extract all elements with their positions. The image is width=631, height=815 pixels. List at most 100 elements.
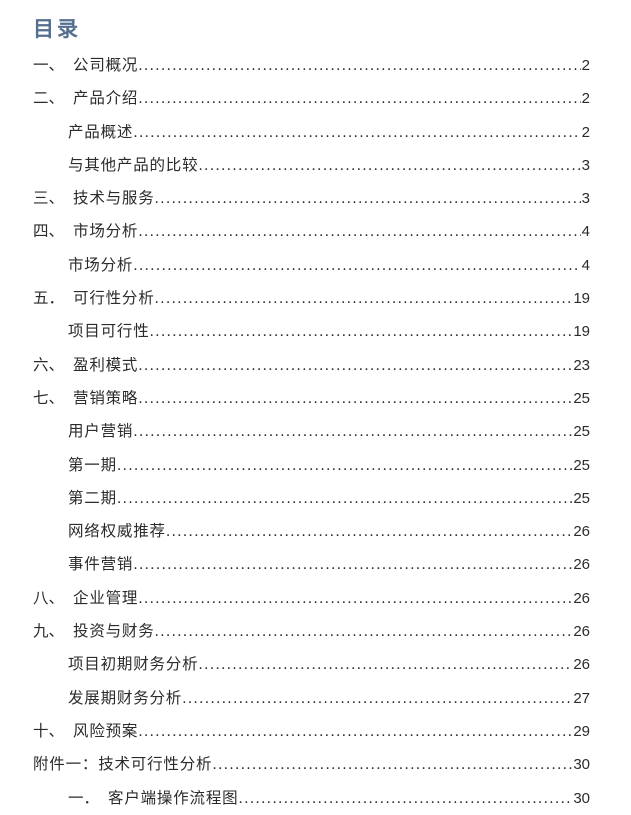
toc-entry-page: 3 xyxy=(581,190,590,208)
toc-entry-page: 25 xyxy=(573,389,590,407)
dot-leader: ........................................… xyxy=(133,424,572,441)
toc-entry[interactable]: 第二期 ....................................… xyxy=(33,482,590,515)
toc-entry-page: 25 xyxy=(573,456,590,474)
toc-entry[interactable]: 第一期 ....................................… xyxy=(33,449,590,482)
toc-entry-page: 29 xyxy=(573,722,590,740)
toc-entry-label: 公司概况 xyxy=(73,56,139,74)
toc-list: 一、 公司概况 ................................… xyxy=(0,49,631,815)
toc-entry-label: 投资与财务 xyxy=(73,622,155,641)
toc-entry-label: 产品概述 xyxy=(68,122,134,141)
toc-entry-page: 19 xyxy=(573,290,590,308)
dot-leader: ........................................… xyxy=(198,157,580,174)
dot-leader: ........................................… xyxy=(138,58,580,74)
toc-entry-number: 一、 xyxy=(33,56,65,74)
toc-entry[interactable]: 六、 盈利模式 ................................… xyxy=(33,349,590,382)
toc-entry-label: 技术与服务 xyxy=(73,189,155,208)
toc-entry[interactable]: 八、 企业管理 ................................… xyxy=(33,582,590,615)
toc-entry[interactable]: 二、 产品介绍 ................................… xyxy=(33,82,590,115)
toc-entry[interactable]: 十、 风险预案 ................................… xyxy=(33,715,590,748)
toc-entry[interactable]: 市场分析 ...................................… xyxy=(33,249,590,282)
toc-entry-label: 营销策略 xyxy=(73,388,139,407)
toc-entry[interactable]: 项目初期财务分析 ...............................… xyxy=(33,648,590,681)
dot-leader: ........................................… xyxy=(116,490,573,507)
toc-entry-number: 三、 xyxy=(33,189,65,208)
toc-entry[interactable]: 产品概述 ...................................… xyxy=(33,116,590,149)
toc-entry-page: 23 xyxy=(573,356,590,374)
toc-entry-number: 四、 xyxy=(33,222,65,241)
toc-entry-page: 26 xyxy=(573,556,590,574)
toc-entry[interactable]: 五． 可行性分析 ...............................… xyxy=(33,282,590,315)
toc-entry-label: 项目可行性 xyxy=(68,322,150,341)
dot-leader: ........................................… xyxy=(138,723,573,740)
dot-leader: ........................................… xyxy=(138,390,573,407)
toc-entry-page: 26 xyxy=(573,623,590,641)
dot-leader: ........................................… xyxy=(138,91,580,108)
toc-entry[interactable]: 附件一：技术可行性分析 ............................… xyxy=(33,748,590,781)
toc-entry[interactable]: 网络权威推荐 .................................… xyxy=(33,515,590,548)
toc-entry-page: 26 xyxy=(573,523,590,541)
dot-leader: ........................................… xyxy=(133,124,580,141)
toc-entry-label: 盈利模式 xyxy=(73,355,139,374)
toc-entry-page: 19 xyxy=(573,323,590,341)
toc-entry-page: 26 xyxy=(573,589,590,607)
toc-entry-number: 八、 xyxy=(33,588,65,607)
toc-entry[interactable]: 与其他产品的比较 ...............................… xyxy=(33,149,590,182)
dot-leader: ........................................… xyxy=(133,557,572,574)
toc-entry[interactable]: 事件营销 ...................................… xyxy=(33,548,590,581)
dot-leader: ........................................… xyxy=(198,657,572,674)
toc-entry[interactable]: 四、 市场分析 ................................… xyxy=(33,215,590,248)
toc-entry-page: 2 xyxy=(581,57,590,74)
dot-leader: ........................................… xyxy=(133,257,580,274)
toc-entry-number: 十、 xyxy=(33,721,65,740)
toc-entry-page: 25 xyxy=(573,423,590,441)
dot-leader: ........................................… xyxy=(138,590,573,607)
toc-entry-label: 市场分析 xyxy=(68,255,134,274)
dot-leader: ........................................… xyxy=(149,324,573,341)
toc-entry[interactable]: 用户营销 ...................................… xyxy=(33,415,590,448)
toc-entry-label: 第一期 xyxy=(68,455,117,474)
toc-entry-number: 七、 xyxy=(33,388,65,407)
toc-entry[interactable]: 三、 技术与服务 ...............................… xyxy=(33,182,590,215)
toc-entry-label: 事件营销 xyxy=(68,555,134,574)
toc-entry-number: 二、 xyxy=(33,89,65,108)
toc-page: 目录 一、 公司概况 .............................… xyxy=(33,16,590,807)
toc-entry[interactable]: 九、 投资与财务 ...............................… xyxy=(33,615,590,648)
toc-entry-page: 2 xyxy=(581,90,590,108)
toc-entry[interactable]: 七、 营销策略 ................................… xyxy=(33,382,590,415)
toc-entry-label: 市场分析 xyxy=(73,222,139,241)
toc-entry-label: 网络权威推荐 xyxy=(68,522,166,541)
toc-entry-label: 第二期 xyxy=(68,488,117,507)
toc-entry[interactable]: 一． 客户端操作流程图 ............................… xyxy=(33,782,590,815)
dot-leader: ........................................… xyxy=(138,357,573,374)
toc-entry-page: 25 xyxy=(573,489,590,507)
toc-entry-page: 4 xyxy=(581,223,590,241)
dot-leader: ........................................… xyxy=(154,291,573,308)
toc-entry[interactable]: 一、 公司概况 ................................… xyxy=(33,49,590,82)
dot-leader: ........................................… xyxy=(138,224,580,241)
dot-leader: ........................................… xyxy=(212,757,573,774)
toc-entry-label: 发展期财务分析 xyxy=(68,688,183,707)
toc-entry-label: 产品介绍 xyxy=(73,89,139,108)
toc-entry-page: 27 xyxy=(573,689,590,707)
dot-leader: ........................................… xyxy=(154,191,581,208)
dot-leader: ........................................… xyxy=(165,524,573,541)
toc-entry[interactable]: 项目可行性 ..................................… xyxy=(33,315,590,348)
toc-entry-label: 可行性分析 xyxy=(73,289,155,308)
toc-entry-label: 客户端操作流程图 xyxy=(108,788,239,807)
toc-entry-label: 风险预案 xyxy=(73,721,139,740)
toc-entry-page: 2 xyxy=(581,123,590,141)
toc-entry-page: 26 xyxy=(573,656,590,674)
toc-entry-number: 一． xyxy=(68,788,100,807)
dot-leader: ........................................… xyxy=(182,690,572,707)
toc-entry-label: 附件一：技术可行性分析 xyxy=(33,755,213,774)
toc-entry-page: 4 xyxy=(581,256,590,274)
toc-entry-label: 用户营销 xyxy=(68,422,134,441)
toc-entry-number: 九、 xyxy=(33,622,65,641)
page-title: 目录 xyxy=(33,16,81,41)
toc-entry-page: 3 xyxy=(581,156,590,174)
toc-entry[interactable]: 发展期财务分析 ................................… xyxy=(33,682,590,715)
toc-entry-page: 30 xyxy=(573,756,590,774)
toc-entry-page: 30 xyxy=(573,789,590,807)
dot-leader: ........................................… xyxy=(238,790,573,807)
toc-entry-number: 六、 xyxy=(33,355,65,374)
